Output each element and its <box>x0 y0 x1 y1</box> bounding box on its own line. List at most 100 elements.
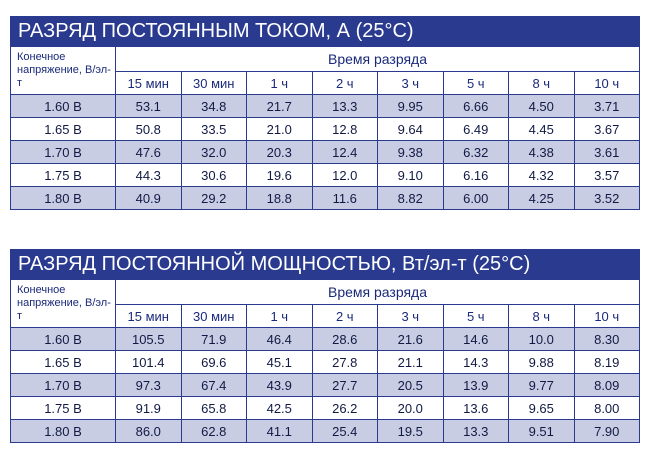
value-cell: 20.5 <box>377 373 444 397</box>
value-cell: 32.0 <box>180 140 247 164</box>
value-cell: 44.3 <box>115 163 182 187</box>
row-header-label: Конечное напряжение, В/эл-т <box>10 46 116 95</box>
value-cell: 8.19 <box>573 350 640 374</box>
table-row: 1.80 В 40.9 29.2 18.8 11.6 8.82 6.00 4.25 3.52 <box>10 186 640 210</box>
table-row: 1.75 В 44.3 30.6 19.6 12.0 9.10 6.16 4.32 3.57 <box>10 163 640 187</box>
value-cell: 9.65 <box>508 396 575 420</box>
value-cell: 33.5 <box>180 117 247 141</box>
column-header: 8 ч <box>508 71 575 95</box>
value-cell: 3.52 <box>573 186 640 210</box>
power-table-title: РАЗРЯД ПОСТОЯННОЙ МОЩНОСТЬЮ, Вт/эл-т (25… <box>10 249 640 279</box>
power-discharge-table: Конечное напряжение, В/эл-т Время разряд… <box>10 279 640 443</box>
table-row: 1.80 В 86.0 62.8 41.1 25.4 19.5 13.3 9.51 7.90 <box>10 419 640 443</box>
value-cell: 43.9 <box>246 373 313 397</box>
value-cell: 20.3 <box>246 140 313 164</box>
value-cell: 14.6 <box>442 327 509 351</box>
value-cell: 97.3 <box>115 373 182 397</box>
column-header: 2 ч <box>311 304 378 328</box>
value-cell: 9.77 <box>508 373 575 397</box>
value-cell: 8.82 <box>377 186 444 210</box>
value-cell: 30.6 <box>180 163 247 187</box>
group-header: Время разряда <box>115 46 640 72</box>
value-cell: 27.8 <box>311 350 378 374</box>
table-row: 1.70 В 47.6 32.0 20.3 12.4 9.38 6.32 4.38 3.61 <box>10 140 640 164</box>
value-cell: 29.2 <box>180 186 247 210</box>
column-header: 10 ч <box>573 304 640 328</box>
value-cell: 62.8 <box>180 419 247 443</box>
value-cell: 65.8 <box>180 396 247 420</box>
value-cell: 47.6 <box>115 140 182 164</box>
value-cell: 11.6 <box>311 186 378 210</box>
value-cell: 8.09 <box>573 373 640 397</box>
column-header: 1 ч <box>246 304 313 328</box>
value-cell: 50.8 <box>115 117 182 141</box>
value-cell: 4.32 <box>508 163 575 187</box>
value-cell: 21.0 <box>246 117 313 141</box>
value-cell: 3.57 <box>573 163 640 187</box>
column-header: 5 ч <box>442 71 509 95</box>
value-cell: 6.32 <box>442 140 509 164</box>
value-cell: 21.7 <box>246 94 313 118</box>
column-header: 15 мин <box>115 304 182 328</box>
value-cell: 69.6 <box>180 350 247 374</box>
value-cell: 91.9 <box>115 396 182 420</box>
value-cell: 12.8 <box>311 117 378 141</box>
value-cell: 9.64 <box>377 117 444 141</box>
value-cell: 18.8 <box>246 186 313 210</box>
value-cell: 6.66 <box>442 94 509 118</box>
value-cell: 67.4 <box>180 373 247 397</box>
value-cell: 10.0 <box>508 327 575 351</box>
power-discharge-section: РАЗРЯД ПОСТОЯННОЙ МОЩНОСТЬЮ, Вт/эл-т (25… <box>10 249 640 443</box>
value-cell: 25.4 <box>311 419 378 443</box>
table-row: 1.70 В 97.3 67.4 43.9 27.7 20.5 13.9 9.77 8.09 <box>10 373 640 397</box>
value-cell: 6.49 <box>442 117 509 141</box>
end-voltage-cell: 1.60 В <box>10 94 116 118</box>
end-voltage-cell: 1.70 В <box>10 140 116 164</box>
current-table-title: РАЗРЯД ПОСТОЯННЫМ ТОКОМ, А (25°C) <box>10 16 640 46</box>
value-cell: 45.1 <box>246 350 313 374</box>
column-header: 10 ч <box>573 71 640 95</box>
column-header: 2 ч <box>311 71 378 95</box>
value-cell: 26.2 <box>311 396 378 420</box>
value-cell: 101.4 <box>115 350 182 374</box>
value-cell: 20.0 <box>377 396 444 420</box>
value-cell: 8.00 <box>573 396 640 420</box>
value-cell: 13.9 <box>442 373 509 397</box>
value-cell: 41.1 <box>246 419 313 443</box>
value-cell: 9.88 <box>508 350 575 374</box>
value-cell: 3.71 <box>573 94 640 118</box>
value-cell: 4.50 <box>508 94 575 118</box>
end-voltage-cell: 1.70 В <box>10 373 116 397</box>
table-row: 1.60 В 53.1 34.8 21.7 13.3 9.95 6.66 4.50 3.71 <box>10 94 640 118</box>
end-voltage-cell: 1.60 В <box>10 327 116 351</box>
table-row: 1.60 В 105.5 71.9 46.4 28.6 21.6 14.6 10.0 8.30 <box>10 327 640 351</box>
table-row: 1.65 В 101.4 69.6 45.1 27.8 21.1 14.3 9.88 8.19 <box>10 350 640 374</box>
value-cell: 13.3 <box>442 419 509 443</box>
current-discharge-table: Конечное напряжение, В/эл-т Время разряд… <box>10 46 640 210</box>
column-header: 8 ч <box>508 304 575 328</box>
value-cell: 28.6 <box>311 327 378 351</box>
value-cell: 12.4 <box>311 140 378 164</box>
end-voltage-cell: 1.80 В <box>10 419 116 443</box>
end-voltage-cell: 1.75 В <box>10 163 116 187</box>
value-cell: 7.90 <box>573 419 640 443</box>
value-cell: 3.67 <box>573 117 640 141</box>
value-cell: 13.3 <box>311 94 378 118</box>
value-cell: 21.1 <box>377 350 444 374</box>
row-header-label: Конечное напряжение, В/эл-т <box>10 279 116 328</box>
end-voltage-cell: 1.65 В <box>10 350 116 374</box>
value-cell: 6.16 <box>442 163 509 187</box>
value-cell: 40.9 <box>115 186 182 210</box>
value-cell: 34.8 <box>180 94 247 118</box>
end-voltage-cell: 1.65 В <box>10 117 116 141</box>
column-header: 30 мин <box>180 71 247 95</box>
value-cell: 9.95 <box>377 94 444 118</box>
column-header: 15 мин <box>115 71 182 95</box>
column-header: 1 ч <box>246 71 313 95</box>
value-cell: 3.61 <box>573 140 640 164</box>
value-cell: 86.0 <box>115 419 182 443</box>
value-cell: 14.3 <box>442 350 509 374</box>
value-cell: 71.9 <box>180 327 247 351</box>
